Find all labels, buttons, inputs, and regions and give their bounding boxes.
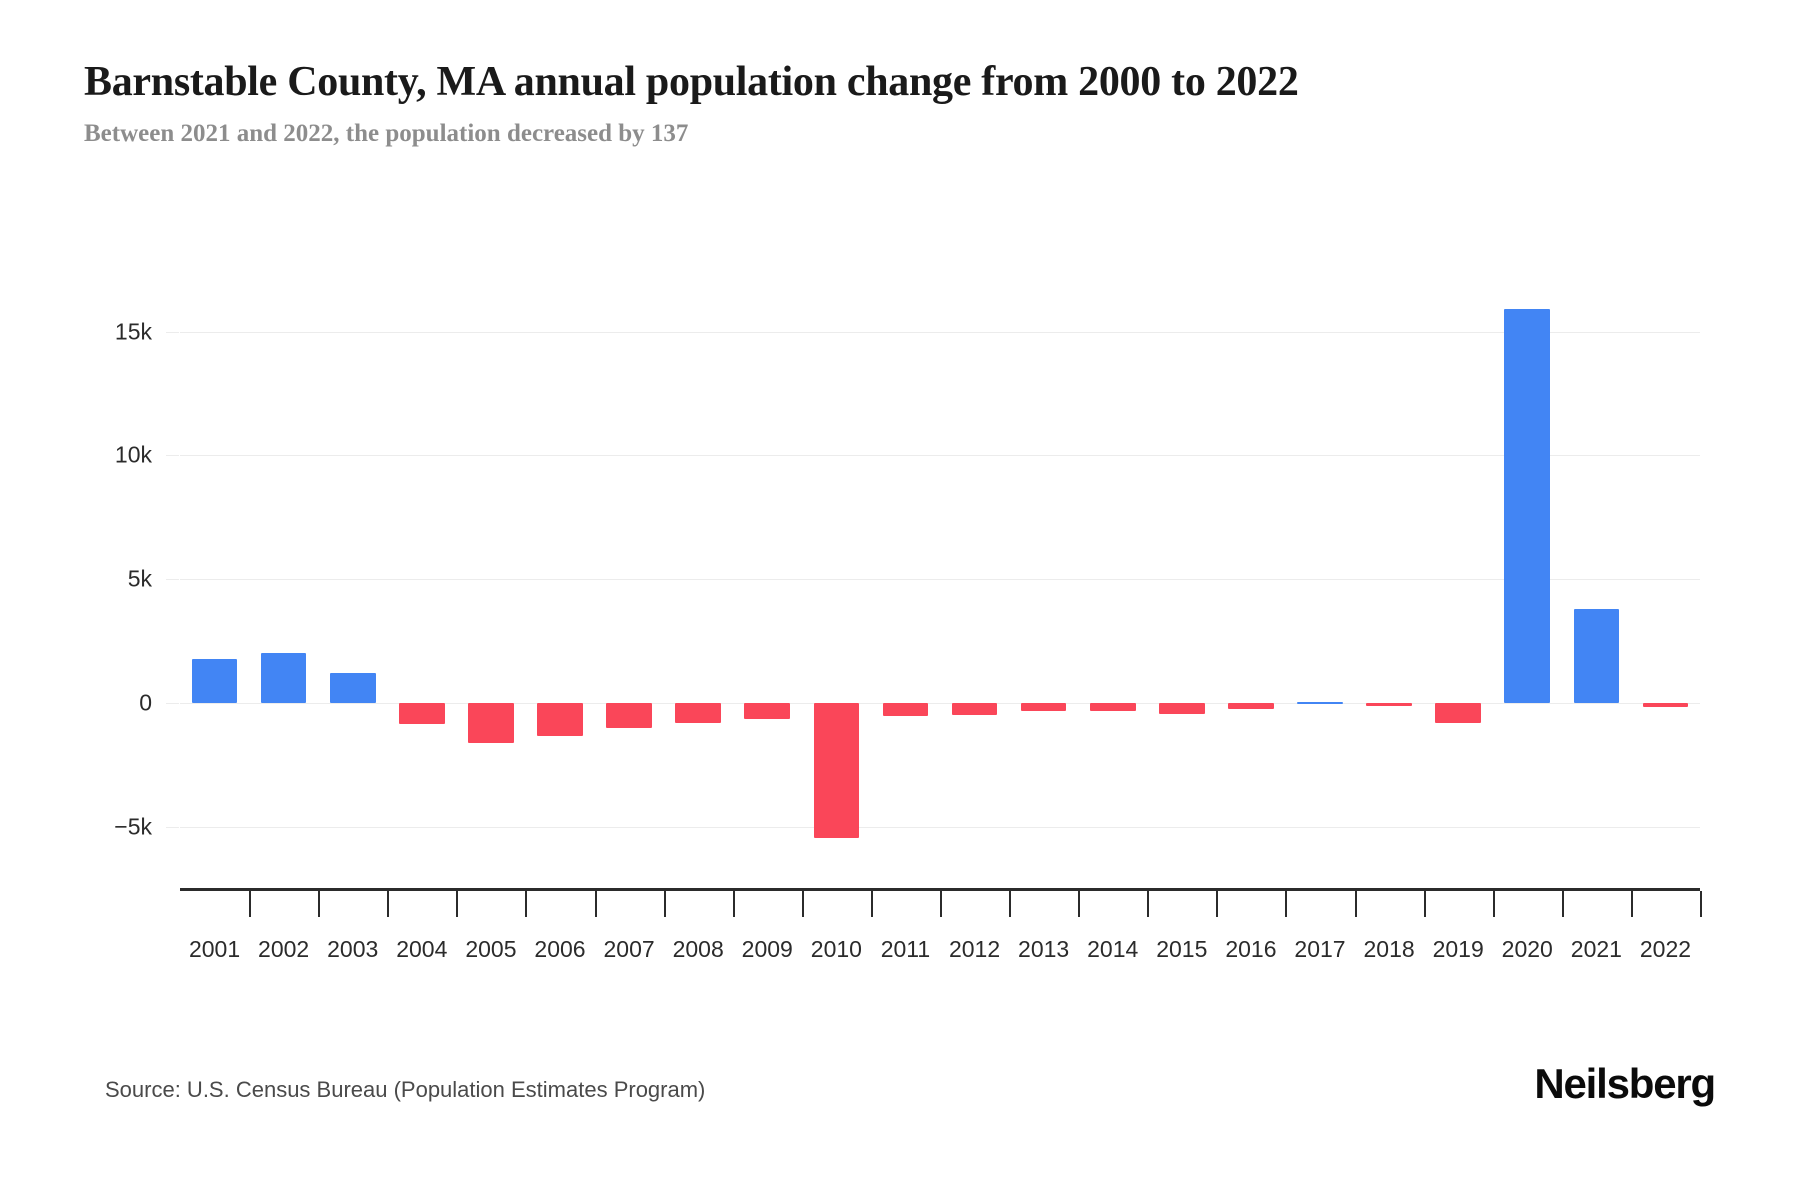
bar-2014[interactable] bbox=[1089, 703, 1136, 711]
bar-2003[interactable] bbox=[329, 672, 376, 704]
y-axis-tick bbox=[166, 579, 179, 581]
x-axis-line bbox=[180, 888, 1700, 891]
x-axis-tick bbox=[1423, 891, 1426, 917]
y-axis-tick bbox=[166, 331, 179, 333]
gridline bbox=[180, 579, 1700, 581]
x-axis-label-2017: 2017 bbox=[1294, 936, 1346, 962]
y-axis-tick bbox=[166, 455, 179, 457]
x-axis-tick bbox=[1561, 891, 1564, 917]
x-axis-tick bbox=[663, 891, 666, 917]
y-axis-label: 10k bbox=[114, 441, 152, 468]
plot-area: 15k 10k 5k 0 −5k bbox=[114, 282, 1700, 852]
x-axis-tick bbox=[594, 891, 597, 917]
x-axis-label-2006: 2006 bbox=[534, 936, 586, 962]
bar-2021[interactable] bbox=[1573, 609, 1620, 704]
x-axis-tick bbox=[1700, 891, 1702, 917]
source-note: Source: U.S. Census Bureau (Population E… bbox=[105, 1077, 706, 1102]
x-axis-label-2016: 2016 bbox=[1225, 936, 1277, 962]
bar-2012[interactable] bbox=[951, 703, 998, 716]
x-axis-tick bbox=[525, 891, 528, 917]
x-axis-tick bbox=[1492, 891, 1495, 917]
gridline bbox=[180, 331, 1700, 333]
bar-2007[interactable] bbox=[606, 703, 652, 729]
bar-2005[interactable] bbox=[468, 703, 514, 744]
y-axis-tick bbox=[166, 703, 179, 705]
bar-2015[interactable] bbox=[1159, 703, 1205, 714]
gridline bbox=[180, 827, 1700, 829]
x-axis-tick bbox=[732, 891, 735, 917]
x-axis-label-2007: 2007 bbox=[603, 936, 655, 962]
bar-2001[interactable] bbox=[191, 658, 238, 704]
x-axis-label-2003: 2003 bbox=[327, 936, 379, 962]
x-axis-label-2018: 2018 bbox=[1363, 936, 1415, 962]
bar-2008[interactable] bbox=[675, 703, 721, 723]
bar-2006[interactable] bbox=[537, 703, 583, 736]
x-axis-tick bbox=[940, 891, 942, 917]
x-axis-label-2014: 2014 bbox=[1087, 936, 1139, 962]
bar-2013[interactable] bbox=[1020, 703, 1067, 711]
x-axis-tick bbox=[1285, 891, 1288, 917]
bar-2022[interactable] bbox=[1642, 703, 1689, 707]
y-axis-label: 0 bbox=[139, 689, 152, 716]
bar-2011[interactable] bbox=[882, 703, 929, 716]
gridline bbox=[180, 455, 1700, 457]
x-axis-tick bbox=[1078, 891, 1081, 917]
bar-2019[interactable] bbox=[1435, 703, 1481, 724]
x-axis-label-2005: 2005 bbox=[465, 936, 517, 962]
bar-2020[interactable] bbox=[1504, 309, 1551, 704]
x-axis-label-2001: 2001 bbox=[188, 936, 241, 962]
x-axis-tick bbox=[249, 891, 252, 917]
bars-layer bbox=[180, 282, 1700, 852]
bar-2002[interactable] bbox=[260, 653, 307, 704]
gridline bbox=[180, 703, 1700, 705]
x-axis-label-2011: 2011 bbox=[880, 936, 931, 962]
y-axis-label: 15k bbox=[114, 318, 152, 345]
page-title: Barnstable County, MA annual population … bbox=[84, 59, 1299, 105]
bar-2018[interactable] bbox=[1366, 703, 1412, 706]
chart-subtitle: Between 2021 and 2022, the population de… bbox=[84, 120, 689, 147]
x-axis-tick bbox=[456, 891, 459, 917]
y-axis-label: −5k bbox=[114, 813, 152, 840]
x-axis-tick bbox=[318, 891, 321, 917]
x-axis-label-2008: 2008 bbox=[672, 936, 724, 962]
x-axis-label-2019: 2019 bbox=[1432, 936, 1484, 962]
x-axis-tick bbox=[1216, 891, 1219, 917]
y-axis-tick bbox=[166, 827, 179, 829]
x-axis-label-2013: 2013 bbox=[1018, 936, 1070, 962]
x-axis-label-2012: 2012 bbox=[948, 936, 1001, 962]
bar-2004[interactable] bbox=[399, 703, 445, 724]
brand-logo: Neilsberg bbox=[1534, 1060, 1716, 1107]
y-axis-label: 5k bbox=[127, 565, 152, 592]
bar-2010[interactable] bbox=[813, 703, 860, 838]
x-axis-label-2022: 2022 bbox=[1639, 936, 1692, 962]
x-axis-tick bbox=[801, 891, 804, 917]
bar-2016[interactable] bbox=[1228, 703, 1274, 709]
x-axis-label-2015: 2015 bbox=[1156, 936, 1208, 962]
bar-2009[interactable] bbox=[744, 703, 791, 719]
x-axis-tick bbox=[1147, 891, 1150, 917]
x-axis-tick bbox=[1354, 891, 1357, 917]
x-axis-tick bbox=[1009, 891, 1012, 917]
x-axis-label-2004: 2004 bbox=[396, 936, 448, 962]
x-axis-label-2009: 2009 bbox=[741, 936, 793, 962]
x-axis-label-2021: 2021 bbox=[1570, 936, 1622, 962]
x-axis-label-2020: 2020 bbox=[1501, 936, 1553, 962]
x-axis-label-2010: 2010 bbox=[810, 936, 862, 962]
x-axis-label-2002: 2002 bbox=[258, 936, 310, 962]
x-axis-tick bbox=[870, 891, 873, 917]
x-axis-tick bbox=[387, 891, 390, 917]
x-axis-tick bbox=[1630, 891, 1633, 917]
bar-2017[interactable] bbox=[1297, 701, 1343, 704]
